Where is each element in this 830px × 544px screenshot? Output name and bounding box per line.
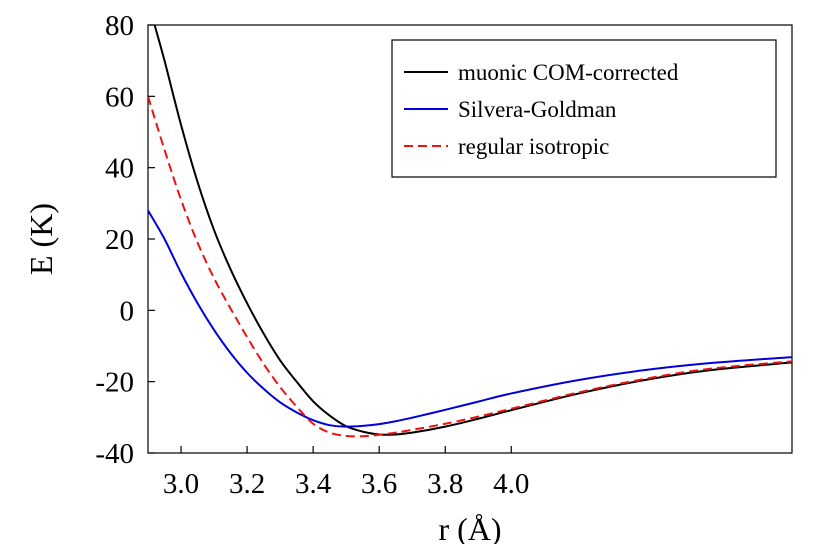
x-tick-label: 3.2 (229, 468, 265, 500)
ticks-layer: 3.0 3.2 3.4 3.6 3.8 4.0 80 60 40 20 0 -20 -40 (95, 10, 529, 500)
y-tick-label: 0 (120, 295, 135, 327)
x-tick-label: 3.6 (361, 468, 397, 500)
series-muonic-com-corrected (153, 25, 792, 436)
y-tick-label: 20 (105, 224, 134, 256)
y-tick-label: 60 (105, 81, 134, 113)
series-silvera-goldman (148, 209, 792, 428)
legend-box (391, 39, 777, 178)
y-tick-label: 80 (105, 10, 134, 42)
legend-label: regular isotropic (458, 134, 609, 159)
y-tick-label: 40 (105, 153, 134, 185)
x-tick-label: 4.0 (493, 468, 529, 500)
y-axis-label: E (K) (23, 203, 59, 275)
x-tick-label: 3.8 (427, 468, 463, 500)
x-tick-label: 3.0 (163, 468, 199, 500)
x-axis-label: r (Å) (438, 511, 501, 544)
series-layer (148, 25, 792, 438)
series-regular-isotropic (148, 96, 792, 438)
legend-label: muonic COM-corrected (458, 60, 679, 85)
y-tick-label: -20 (95, 367, 134, 399)
legend: muonic COM-corrected Silvera-Goldman regul… (391, 39, 777, 178)
y-tick-label: -40 (95, 438, 134, 470)
legend-label: Silvera-Goldman (458, 97, 617, 122)
x-tick-label: 3.4 (295, 468, 332, 500)
